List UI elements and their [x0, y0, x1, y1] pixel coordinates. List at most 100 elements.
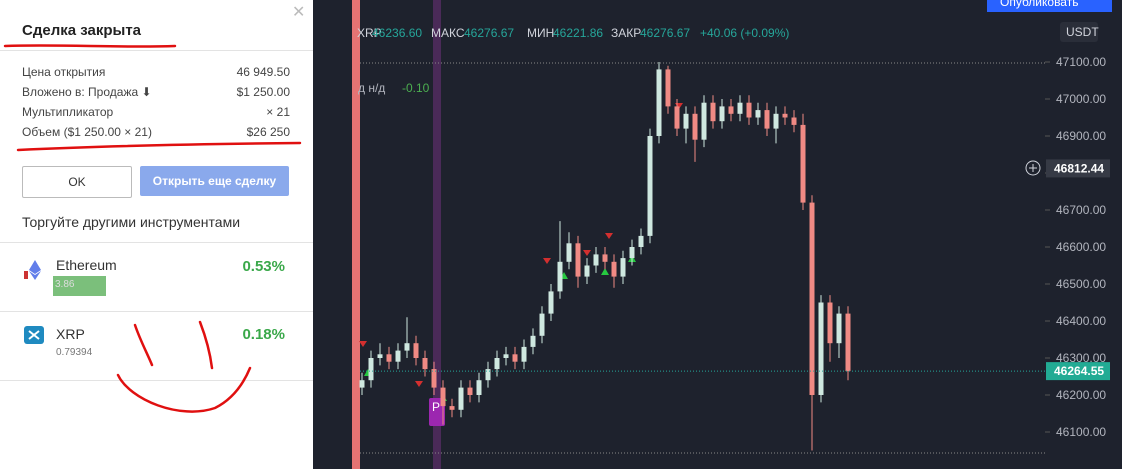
candle-body: [404, 343, 410, 351]
xrp-icon: [24, 326, 44, 344]
candle-body: [656, 69, 662, 136]
instrument-name[interactable]: Ethereum: [56, 257, 117, 273]
currency-box[interactable]: [1060, 22, 1098, 42]
crosshair-box: [1046, 159, 1110, 178]
legend-label: ЗАКР: [611, 26, 641, 40]
legend-value: 46276.67: [464, 26, 514, 40]
indicator-label: д н/д: [358, 81, 385, 95]
candle-body: [476, 380, 482, 395]
candle-body: [746, 102, 752, 118]
candle-body: [458, 387, 464, 410]
candle-body: [674, 106, 680, 129]
indicator-value: -0.10: [402, 81, 430, 95]
close-icon[interactable]: ✕: [292, 4, 306, 21]
row-value: $1 250.00: [236, 85, 290, 99]
candle-body: [485, 369, 491, 381]
candle-body: [566, 243, 572, 262]
candle-body: [764, 110, 770, 129]
candle-body: [755, 110, 761, 118]
row-label: Цена открытия: [22, 65, 106, 79]
publish-button[interactable]: [987, 0, 1112, 12]
crosshair-add[interactable]: [1025, 160, 1041, 176]
legend-value: 46221.86: [553, 26, 603, 40]
candle-body: [791, 117, 797, 125]
currency: USDT: [1066, 25, 1099, 39]
candle-body: [548, 291, 554, 314]
instrument-price: 3.86: [55, 279, 75, 290]
candle-body: [368, 358, 374, 381]
price-bar: [53, 276, 106, 296]
instrument-name[interactable]: XRP: [56, 326, 85, 342]
candle-body: [728, 106, 734, 114]
crosshair-add-icon: [1029, 164, 1037, 172]
candle-body: [584, 265, 590, 277]
ok-button[interactable]: OK: [22, 166, 132, 198]
y-tick-label: 46500.00: [1056, 277, 1106, 291]
candle-body: [539, 313, 545, 336]
instrument-change: 0.18%: [242, 326, 285, 343]
section-title: Торгуйте другими инструментами: [22, 214, 241, 230]
candle-body: [377, 354, 383, 358]
row-label: Мультипликатор: [22, 105, 114, 119]
annotations: [3, 44, 302, 413]
candle-body: [638, 235, 644, 247]
session-band: [433, 0, 441, 469]
candle-body: [494, 358, 500, 370]
trade-panel: ✕ Сделка закрыта Цена открытия 46 949.50 В…: [0, 0, 313, 469]
candle-body: [449, 406, 455, 410]
candle-body: [800, 124, 806, 203]
candle-body: [701, 102, 707, 140]
instrument-change: 0.53%: [242, 258, 285, 275]
candle-body: [602, 254, 608, 262]
y-tick-label: 47100.00: [1056, 55, 1106, 69]
panel-title: Сделка закрыта: [22, 22, 142, 39]
candle-body: [845, 313, 851, 372]
svg-text:P: P: [432, 400, 440, 414]
instrument-price: 0.79394: [56, 347, 93, 358]
row-value: 46 949.50: [236, 65, 290, 79]
candle-body: [827, 302, 833, 344]
candle-body: [359, 380, 365, 388]
candle-body: [521, 346, 527, 362]
legend-value: +40.06 (+0.09%): [700, 26, 789, 40]
row-label: Вложено в: Продажа ⬇: [22, 85, 152, 99]
legend-label: МИН: [527, 26, 554, 40]
candle-body: [440, 387, 446, 407]
divider: [0, 242, 313, 243]
ethereum-icon: [24, 260, 41, 280]
candle-body: [557, 261, 563, 292]
publish-label: Опубликовать: [1000, 0, 1078, 9]
legend-value: 46276.67: [640, 26, 690, 40]
candle-body: [773, 113, 779, 129]
y-tick-label: 46700.00: [1056, 203, 1106, 217]
divider: [0, 311, 313, 312]
crosshair-label: 46812.44: [1054, 161, 1104, 175]
candle-body: [818, 302, 824, 395]
y-tick-label: 46600.00: [1056, 240, 1106, 254]
candle-body: [422, 358, 428, 370]
open-trade-button[interactable]: Открыть еще сделку: [140, 166, 289, 196]
candle-body: [413, 343, 419, 358]
y-tick-label: 46100.00: [1056, 425, 1106, 439]
candle-body: [647, 136, 653, 236]
candle-body: [386, 354, 392, 362]
candle-body: [719, 106, 725, 122]
range-strip: [352, 0, 360, 469]
candle-body: [575, 243, 581, 277]
last-price-box: [1046, 362, 1110, 381]
row-value: $26 250: [246, 125, 290, 139]
candle-body: [611, 261, 617, 277]
candle-body: [809, 202, 815, 395]
legend-value: 46236.60: [372, 26, 422, 40]
divider: [0, 50, 313, 51]
candle-body: [530, 335, 536, 347]
candle-body: [467, 387, 473, 395]
row-label: Объем ($1 250.00 × 21): [22, 125, 152, 139]
candle-body: [620, 258, 626, 277]
candle-body: [512, 354, 518, 362]
y-tick-label: 47000.00: [1056, 92, 1106, 106]
candle-body: [737, 102, 743, 114]
y-tick-label: 46300.00: [1056, 351, 1106, 365]
